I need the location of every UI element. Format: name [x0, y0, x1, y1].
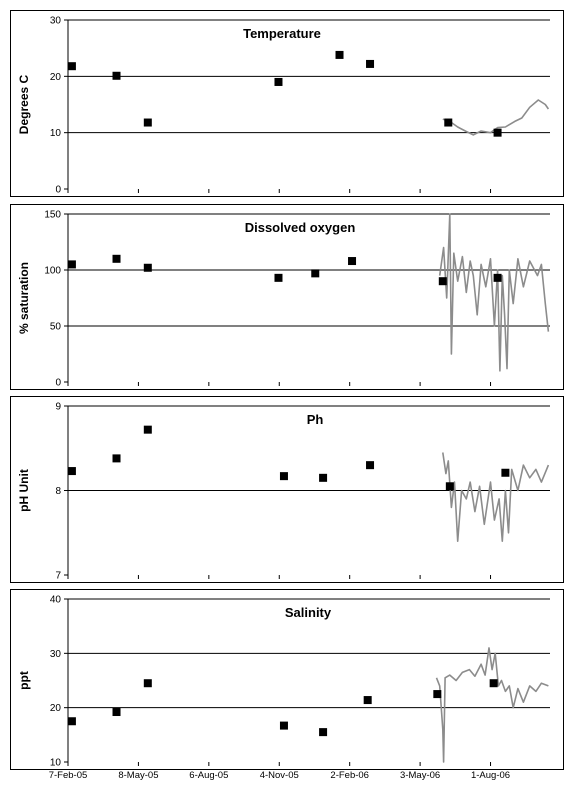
data-point-marker: [493, 273, 502, 282]
data-point-marker: [67, 62, 76, 71]
panel-4: 10 20 30 40 Salinity ppt 7-Feb-05 8-May-05 6-Aug…: [10, 589, 564, 781]
data-point-marker: [112, 708, 121, 717]
data-point-marker: [319, 473, 328, 482]
panel-3: 7 8 9 Ph pH Unit: [10, 396, 564, 583]
y-axis-label: % saturation: [17, 262, 31, 334]
y-tick-label: 10: [50, 758, 62, 769]
y-tick-label: 20: [50, 703, 62, 714]
logger-series-line: [442, 99, 550, 136]
data-point-marker: [363, 696, 372, 705]
y-axis-label: Degrees C: [17, 74, 31, 134]
y-tick-label: 9: [55, 402, 61, 413]
y-tick-label: 150: [44, 210, 61, 221]
y-tick-label: 7: [55, 571, 61, 582]
y-tick-label: 0: [55, 378, 61, 389]
logger-series-line: [442, 452, 550, 543]
data-point-marker: [67, 717, 76, 726]
x-tick-label: 3-May-06: [400, 770, 440, 781]
data-point-marker: [319, 728, 328, 737]
data-point-marker: [366, 461, 375, 470]
data-point-marker: [348, 257, 357, 266]
data-point-marker: [279, 472, 288, 481]
data-point-marker: [274, 77, 283, 86]
data-point-marker: [112, 71, 121, 80]
y-tick-label: 40: [50, 595, 62, 606]
data-point-marker: [279, 721, 288, 730]
y-tick-label: 10: [50, 128, 62, 139]
data-point-marker: [366, 59, 375, 68]
y-axis-label: ppt: [17, 671, 31, 690]
data-point-marker: [143, 118, 152, 127]
panel-2: 0 50 100 150 Dissolved oxygen % saturation: [10, 204, 564, 390]
panel-frame: [10, 204, 564, 390]
panel-title: Dissolved oxygen: [245, 220, 356, 235]
data-point-marker: [501, 468, 510, 477]
data-point-marker: [433, 690, 442, 699]
data-point-marker: [143, 679, 152, 688]
y-tick-label: 50: [50, 322, 62, 333]
data-point-marker: [143, 425, 152, 434]
data-point-marker: [311, 269, 320, 278]
y-tick-label: 0: [55, 185, 61, 196]
x-tick-label: 2-Feb-06: [330, 770, 369, 781]
x-tick-label: 8-May-05: [118, 770, 158, 781]
data-point-marker: [112, 454, 121, 463]
panel-frame: [10, 10, 564, 197]
panel-1: 0 10 20 30 Temperature Degrees C: [10, 10, 564, 197]
data-point-marker: [445, 482, 454, 491]
data-point-marker: [493, 128, 502, 137]
data-point-marker: [335, 50, 344, 59]
logger-series-line: [438, 213, 550, 372]
y-tick-label: 8: [55, 486, 61, 497]
x-tick-label: 7-Feb-05: [49, 770, 88, 781]
panel-title: Temperature: [243, 26, 321, 41]
y-tick-label: 30: [50, 649, 62, 660]
x-tick-label: 6-Aug-05: [189, 770, 228, 781]
panel-frame: [10, 589, 564, 770]
x-tick-label: 1-Aug-06: [471, 770, 510, 781]
x-tick-label: 4-Nov-05: [260, 770, 299, 781]
data-point-marker: [274, 273, 283, 282]
data-point-marker: [143, 263, 152, 272]
data-point-marker: [438, 277, 447, 286]
logger-series-line: [435, 647, 549, 763]
data-point-marker: [489, 679, 498, 688]
panel-title: Salinity: [285, 605, 332, 620]
data-point-marker: [112, 254, 121, 263]
y-tick-label: 100: [44, 266, 61, 277]
y-tick-label: 30: [50, 16, 62, 27]
data-point-marker: [67, 260, 76, 269]
data-point-marker: [444, 118, 453, 127]
y-tick-label: 20: [50, 72, 62, 83]
y-axis-label: pH Unit: [17, 469, 31, 512]
data-point-marker: [67, 467, 76, 476]
panel-title: Ph: [307, 412, 324, 427]
